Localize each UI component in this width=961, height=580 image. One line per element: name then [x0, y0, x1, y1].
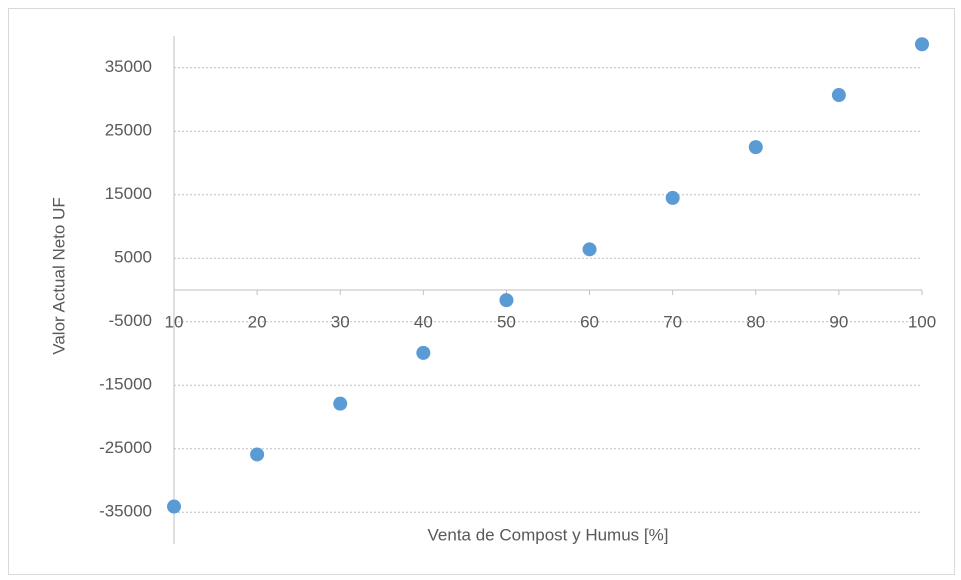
x-tick-label: 80 — [746, 312, 765, 331]
point — [831, 88, 846, 103]
x-tick-label: 90 — [829, 312, 848, 331]
x-axis-title: Venta de Compost y Humus [%] — [428, 525, 669, 544]
x-tick-label: 10 — [165, 312, 184, 331]
point — [915, 37, 929, 52]
x-tick-label: 60 — [580, 312, 599, 331]
x-tick-label: 70 — [663, 312, 682, 331]
y-tick-label: -25000 — [99, 438, 152, 457]
x-tick-label: 100 — [908, 312, 936, 331]
point — [416, 345, 431, 360]
y-tick-label: -35000 — [99, 502, 152, 521]
point — [499, 293, 514, 308]
y-tick-label: -15000 — [99, 375, 152, 394]
y-tick-label: 25000 — [105, 121, 152, 140]
y-tick-label: -5000 — [109, 311, 152, 330]
x-tick-label: 50 — [497, 312, 516, 331]
chart-border — [8, 8, 955, 575]
y-tick-label: 5000 — [114, 248, 152, 267]
point — [167, 499, 181, 514]
x-tick-label: 20 — [248, 312, 267, 331]
y-tick-label: 35000 — [105, 57, 152, 76]
point — [333, 396, 348, 411]
x-tick-label: 30 — [331, 312, 350, 331]
point — [748, 140, 763, 155]
y-axis-title: Valor Actual Neto UF — [49, 197, 68, 354]
point — [665, 190, 680, 205]
point — [250, 447, 265, 462]
y-tick-label: 15000 — [105, 184, 152, 203]
x-tick-label: 40 — [414, 312, 433, 331]
point — [582, 242, 597, 257]
